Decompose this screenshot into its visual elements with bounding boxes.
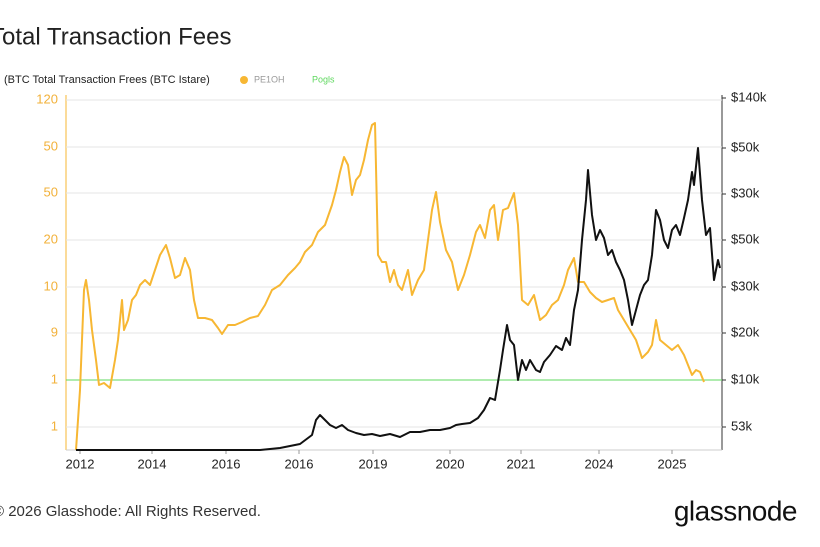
- y-tick-label: 50: [44, 184, 58, 199]
- chart-title: Total Transaction Fees: [0, 23, 231, 50]
- x-tick-label: 2021: [507, 456, 536, 471]
- y-tick-label: 120: [36, 91, 58, 106]
- y2-tick-label: $10k: [731, 371, 760, 386]
- x-tick-label: 2025: [658, 456, 687, 471]
- y-tick-label: 1: [51, 418, 58, 433]
- y2-tick-label: $20k: [731, 324, 760, 339]
- y2-tick-label: $30k: [731, 278, 760, 293]
- x-tick-label: 2014: [138, 456, 167, 471]
- y-tick-label: 20: [44, 231, 58, 246]
- x-tick-label: 2020: [436, 456, 465, 471]
- y2-tick-label: 53k: [731, 418, 752, 433]
- series-line: [76, 147, 721, 451]
- series-line: [75, 122, 705, 451]
- y-tick-label: 50: [44, 138, 58, 153]
- footer: © 2026 Glasshode: All Rights Reserved.: [0, 503, 261, 520]
- y-tick-label: 9: [51, 324, 58, 339]
- brand-logo: glassnode: [674, 495, 797, 526]
- y2-tick-label: $30k: [731, 185, 760, 200]
- legend-label: Pogls: [312, 74, 335, 84]
- y2-tick-label: $50k: [731, 231, 760, 246]
- x-tick-label: 2016: [285, 456, 314, 471]
- y-tick-label: 10: [44, 278, 58, 293]
- y2-tick-label: $140k: [731, 89, 767, 104]
- x-tick-label: 2012: [66, 456, 95, 471]
- legend-marker: [240, 76, 248, 84]
- legend-label: (BTC Total Transaction Frees (BTC Istare…: [4, 74, 210, 86]
- y2-tick-label: $50k: [731, 139, 760, 154]
- x-tick-label: 2016: [212, 456, 241, 471]
- x-tick-label: 2019: [359, 456, 388, 471]
- legend-label: PE1OH: [254, 74, 285, 84]
- x-tick-label: 2024: [585, 456, 614, 471]
- y-tick-label: 1: [51, 371, 58, 386]
